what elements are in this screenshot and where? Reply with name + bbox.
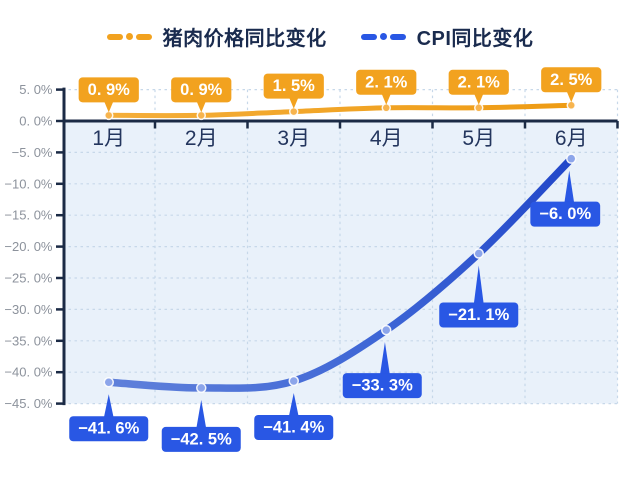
pork-price-callout-pointer	[381, 92, 392, 105]
pork-price-callout-pointer	[103, 100, 114, 113]
cpi-callout-pointer	[473, 265, 484, 305]
pork-price-callout-box	[171, 77, 232, 103]
cpi-data-point	[566, 153, 577, 164]
x-axis-label: 2月	[185, 127, 218, 150]
cpi-callout-pointer	[564, 170, 575, 204]
pork-price-callout-box	[541, 67, 602, 93]
pork-price-value-callout: 0. 9%	[171, 77, 232, 113]
pork-price-callout-pointer	[473, 92, 484, 105]
cpi-value-label: −6. 0%	[539, 205, 591, 223]
pork-price-value-label: 0. 9%	[180, 81, 223, 99]
cpi-value-label: −42. 5%	[171, 430, 232, 448]
cpi-data-point	[196, 382, 207, 394]
pork-price-data-point	[474, 103, 484, 113]
pork-price-value-label: 0. 9%	[88, 81, 131, 99]
y-axis-label: −10. 0%	[4, 176, 53, 191]
cpi-callout-box	[69, 416, 149, 442]
pork-price-callout-box	[356, 69, 417, 95]
pork-price-value-callout: 1. 5%	[263, 73, 324, 109]
cpi-callout-box	[342, 373, 422, 399]
y-axis-label: −45. 0%	[4, 396, 53, 411]
legend-item-pork-price: 猪肉价格同比变化	[106, 22, 327, 51]
cpi-data-point	[103, 376, 114, 388]
y-axis-label: −25. 0%	[4, 271, 53, 286]
pork-price-data-point	[289, 106, 299, 117]
pork-price-legend-marker-icon	[106, 33, 152, 40]
pork-price-value-callout: 0. 9%	[78, 77, 139, 113]
cpi-data-point	[381, 324, 392, 336]
cpi-value-callout: −41. 4%	[254, 392, 334, 440]
pork-price-data-point	[104, 110, 114, 121]
cpi-callout-box	[439, 302, 519, 328]
y-axis-label: 5. 0%	[19, 82, 53, 97]
cpi-value-callout: −33. 3%	[342, 342, 422, 399]
legend-item-cpi: CPI同比变化	[360, 22, 534, 51]
cpi-callout-box	[254, 414, 334, 440]
cpi-legend-marker-icon	[360, 33, 406, 40]
y-axis-label: 0. 0%	[19, 114, 53, 129]
cpi-value-label: −41. 6%	[78, 420, 139, 438]
x-axis-label: 6月	[555, 127, 588, 150]
cpi-callout-box	[161, 426, 241, 452]
pork-price-value-label: 2. 1%	[365, 73, 408, 91]
cpi-callout-pointer	[288, 392, 299, 417]
pork-price-value-label: 2. 5%	[550, 71, 593, 89]
x-axis-label: 5月	[462, 127, 495, 150]
y-axis-label: −15. 0%	[4, 208, 53, 223]
pork-price-value-label: 1. 5%	[273, 77, 316, 95]
cpi-value-label: −33. 3%	[352, 377, 413, 395]
cpi-value-callout: −21. 1%	[439, 265, 519, 328]
legend-label: 猪肉价格同比变化	[162, 28, 327, 50]
y-axis-label: −35. 0%	[4, 333, 53, 348]
cpi-value-label: −41. 4%	[263, 418, 324, 436]
pork-price-value-callout: 2. 1%	[448, 69, 509, 105]
pork-price-data-point	[196, 110, 206, 121]
pork-price-callout-pointer	[196, 100, 207, 113]
pork-price-data-point	[381, 103, 391, 113]
pork-price-value-callout: 2. 1%	[356, 69, 417, 105]
cpi-value-callout: −41. 6%	[69, 394, 149, 442]
cpi-value-callout: −42. 5%	[161, 399, 241, 452]
y-axis-label: −20. 0%	[4, 239, 53, 254]
cpi-value-label: −21. 1%	[448, 306, 509, 324]
pork-price-value-label: 2. 1%	[458, 73, 501, 91]
pork-price-series-line	[106, 102, 574, 119]
y-axis-label: −40. 0%	[4, 365, 53, 380]
cpi-data-point	[473, 248, 484, 259]
pork-price-callout-pointer	[566, 90, 577, 103]
pork-price-callout-box	[448, 69, 509, 95]
chart-legend: 猪肉价格同比变化 CPI同比变化	[0, 22, 640, 51]
legend-label: CPI同比变化	[416, 28, 534, 50]
cpi-callout-pointer	[196, 399, 207, 429]
pork-price-callout-box	[78, 77, 139, 103]
y-axis-label: −5. 0%	[12, 145, 53, 160]
pork-price-callout-pointer	[288, 96, 299, 109]
y-axis-label: −30. 0%	[4, 302, 53, 317]
pork-price-value-callout: 2. 5%	[541, 67, 602, 103]
x-axis-label: 1月	[92, 127, 125, 150]
cpi-value-callout: −6. 0%	[530, 170, 601, 227]
x-axis-label: 4月	[370, 127, 403, 150]
cpi-callout-pointer	[103, 394, 114, 419]
cpi-callout-pointer	[379, 342, 390, 376]
cpi-callout-box	[530, 201, 601, 227]
pork-price-data-point	[566, 100, 576, 111]
pork-price-callout-box	[263, 73, 324, 99]
x-axis-label: 3月	[277, 127, 310, 150]
cpi-data-point	[288, 375, 299, 387]
